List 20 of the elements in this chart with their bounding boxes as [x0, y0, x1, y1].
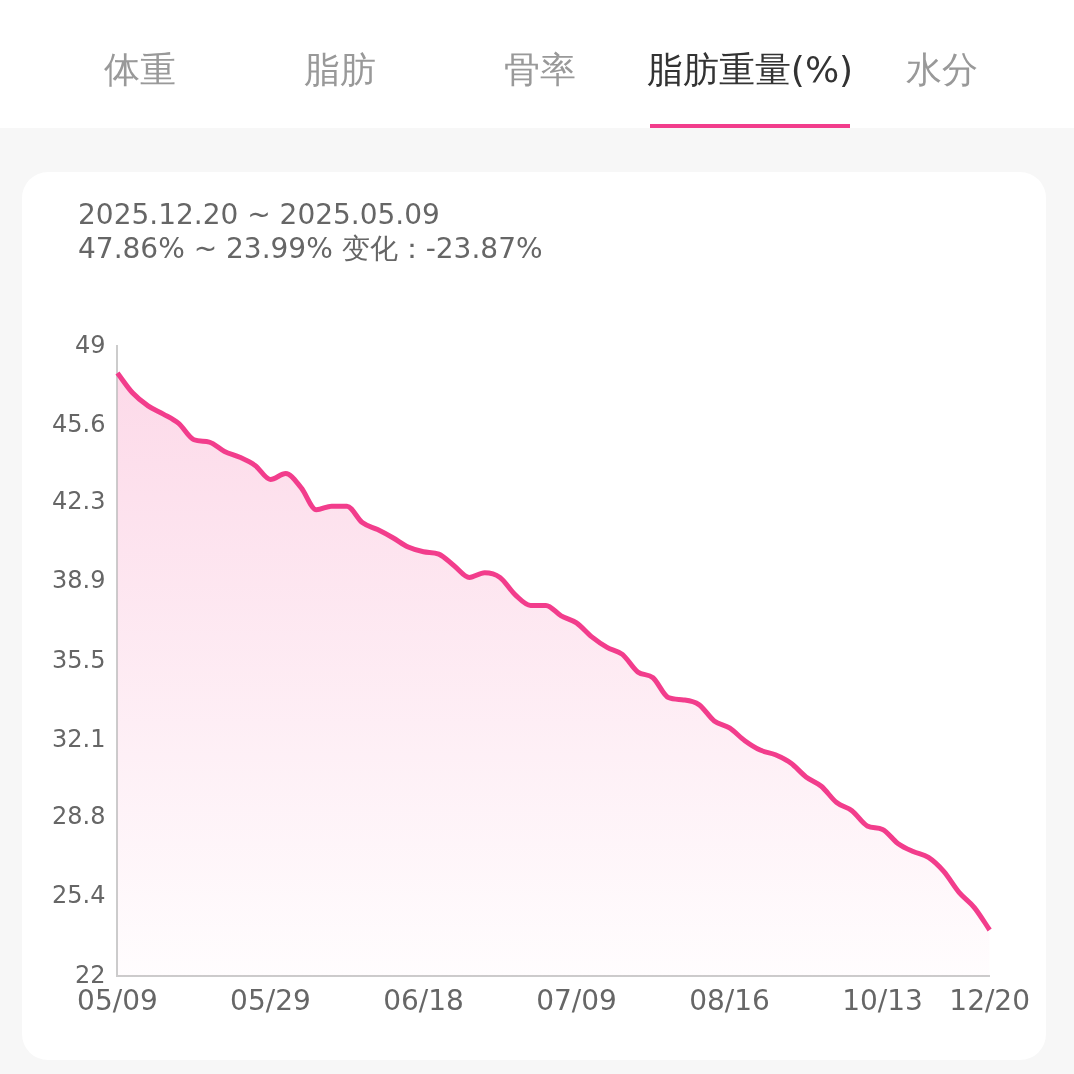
y-tick-label: 42.3 — [52, 486, 106, 515]
x-tick-label: 10/13 — [842, 984, 923, 1018]
y-tick-label: 38.9 — [52, 566, 106, 595]
x-tick-label: 06/18 — [383, 984, 464, 1018]
x-tick-label: 05/29 — [230, 984, 311, 1018]
y-tick-label: 35.5 — [52, 645, 106, 674]
y-tick-label: 49 — [74, 330, 106, 359]
text: 骨率 — [504, 48, 576, 92]
chart-subtitle: 2025.12.20 ~ 2025.05.09 47.86% ~ 23.99% 变化：-23.87% — [78, 198, 543, 266]
chart-title: 脂肪重量(%) — [646, 48, 854, 92]
x-tick-label: 08/16 — [689, 984, 770, 1018]
y-tick-label: 28.8 — [52, 801, 106, 830]
y-tick-label: 45.6 — [52, 409, 106, 438]
x-tick-label: 07/09 — [536, 984, 617, 1018]
text: 体重 — [104, 48, 176, 92]
y-tick-label: 25.4 — [52, 881, 106, 910]
x-tick-label: 12/20 — [949, 984, 1031, 1018]
text: 水分 — [906, 48, 978, 92]
y-tick-label: 32.1 — [52, 724, 106, 753]
text: 脂肪 — [304, 48, 376, 92]
